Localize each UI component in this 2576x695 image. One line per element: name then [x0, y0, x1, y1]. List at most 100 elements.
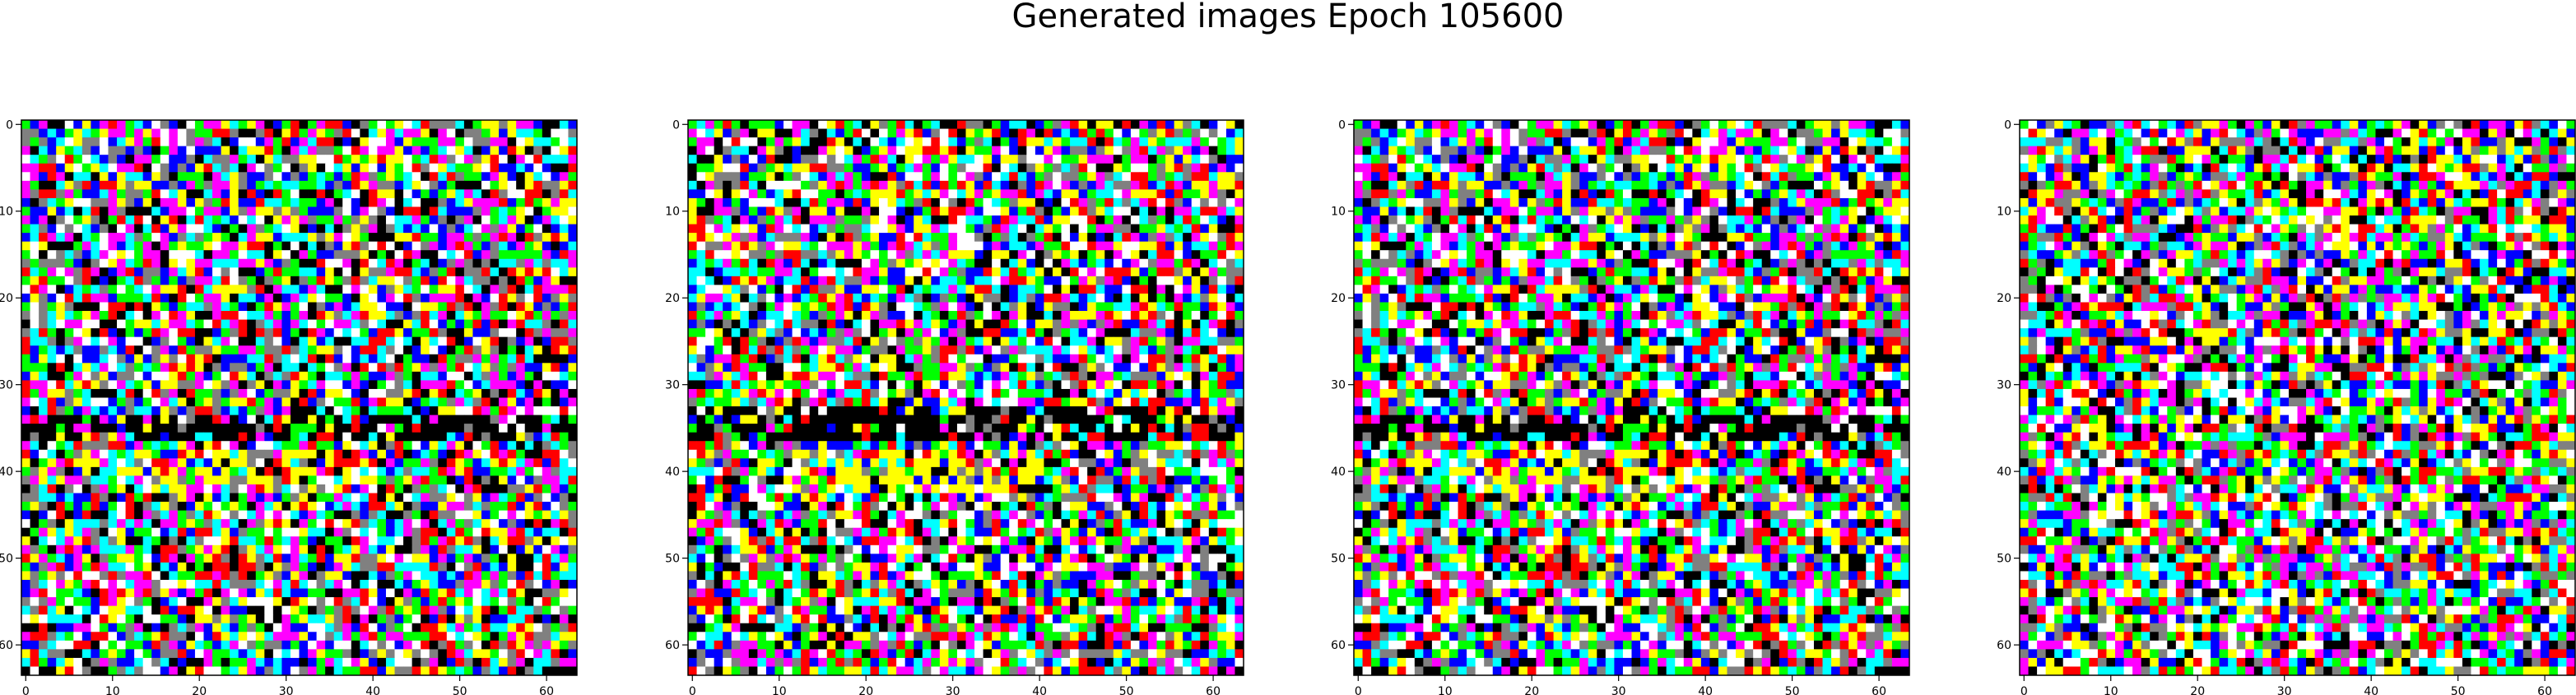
pixel: [551, 380, 560, 389]
pixel: [412, 450, 421, 459]
pixel: [281, 337, 291, 346]
pixel: [793, 155, 802, 164]
pixel: [412, 406, 421, 415]
pixel: [749, 164, 758, 173]
pixel: [1235, 120, 1244, 129]
pixel: [186, 545, 195, 554]
pixel: [342, 206, 351, 215]
pixel: [291, 597, 300, 606]
pixel: [395, 502, 404, 511]
pixel: [491, 276, 500, 285]
pixel: [342, 536, 351, 545]
pixel: [369, 424, 378, 433]
pixel: [160, 563, 170, 572]
pixel: [966, 172, 975, 181]
pixel: [395, 406, 404, 415]
pixel: [281, 606, 291, 615]
pixel: [533, 389, 542, 398]
pixel: [342, 424, 351, 433]
pixel: [732, 189, 741, 198]
pixel: [247, 233, 256, 242]
pixel: [1001, 164, 1010, 173]
pixel: [499, 580, 508, 589]
pixel: [412, 155, 421, 164]
pixel: [48, 302, 57, 311]
pixel: [186, 294, 195, 303]
pixel: [117, 337, 126, 346]
pixel: [143, 475, 152, 484]
pixel: [65, 450, 74, 459]
pixel: [351, 155, 360, 164]
pixel: [447, 146, 456, 155]
pixel: [212, 155, 221, 164]
pixel: [403, 458, 412, 467]
pixel: [317, 267, 326, 276]
pixel: [221, 545, 230, 554]
pixel: [247, 389, 256, 398]
pixel: [516, 597, 525, 606]
pixel: [221, 311, 230, 320]
pixel: [178, 415, 187, 424]
pixel: [308, 502, 317, 511]
pixel: [169, 198, 178, 207]
pixel: [723, 137, 732, 146]
pixel: [940, 206, 949, 215]
pixel: [308, 563, 317, 572]
pixel: [91, 554, 100, 563]
pixel: [108, 380, 117, 389]
pixel: [395, 302, 404, 311]
pixel: [1096, 225, 1105, 234]
pixel: [48, 589, 57, 598]
pixel: [412, 441, 421, 450]
pixel: [212, 606, 221, 615]
pixel: [810, 155, 819, 164]
pixel: [264, 172, 273, 181]
pixel: [108, 519, 117, 528]
pixel: [369, 294, 378, 303]
pixel: [264, 337, 273, 346]
pixel: [412, 345, 421, 354]
pixel: [308, 285, 317, 294]
pixel: [100, 398, 109, 407]
pixel: [108, 467, 117, 476]
pixel: [351, 302, 360, 311]
pixel: [239, 242, 248, 251]
pixel: [542, 475, 551, 484]
pixel: [455, 493, 464, 503]
pixel: [212, 372, 221, 381]
pixel: [430, 623, 439, 632]
pixel: [230, 519, 239, 528]
pixel: [455, 372, 464, 381]
pixel: [100, 563, 109, 572]
pixel: [472, 259, 481, 268]
pixel: [481, 511, 491, 520]
pixel: [568, 433, 577, 442]
pixel: [1018, 198, 1027, 207]
pixel: [430, 597, 439, 606]
pixel: [533, 164, 542, 173]
pixel: [1139, 129, 1148, 138]
pixel: [351, 666, 360, 675]
pixel: [438, 641, 447, 650]
pixel: [430, 424, 439, 433]
pixel: [412, 320, 421, 329]
pixel: [291, 475, 300, 484]
pixel: [82, 337, 91, 346]
pixel: [481, 215, 491, 225]
pixel: [186, 380, 195, 389]
pixel: [499, 328, 508, 337]
pixel: [108, 666, 117, 675]
pixel: [230, 250, 239, 259]
pixel: [491, 458, 500, 467]
pixel: [281, 259, 291, 268]
pixel: [403, 614, 412, 623]
pixel: [560, 545, 569, 554]
pixel: [21, 571, 30, 580]
pixel: [525, 337, 534, 346]
pixel: [143, 146, 152, 155]
pixel: [455, 189, 464, 198]
pixel: [291, 225, 300, 234]
pixel: [1174, 215, 1183, 225]
pixel: [542, 415, 551, 424]
pixel: [568, 363, 577, 372]
